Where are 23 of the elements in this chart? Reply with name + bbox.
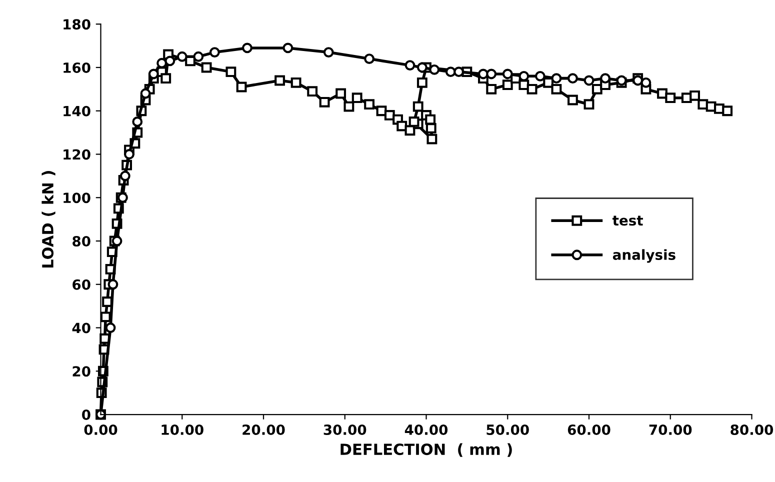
x-tick-label: 40.00: [404, 424, 448, 435]
y-tick-label: 100: [64, 192, 90, 204]
y-tick-label: 40: [72, 322, 90, 334]
legend-label: analysis: [612, 249, 676, 263]
x-tick-label: 70.00: [649, 424, 692, 435]
y-tick-label: 0: [82, 409, 90, 420]
legend-label: test: [612, 216, 643, 226]
x-tick-label: 30.00: [324, 424, 366, 435]
x-tick-label: 10.00: [162, 424, 204, 435]
y-tick-label: 120: [64, 149, 90, 160]
y-tick-label: 140: [64, 106, 90, 116]
y-tick-label: 80: [72, 236, 90, 246]
y-tick-label: 180: [64, 19, 90, 30]
x-tick-label: 80.00: [730, 424, 774, 435]
y-tick-label: 60: [72, 279, 90, 290]
y-tick-label: 160: [64, 62, 90, 73]
x-tick-label: 0.00: [84, 424, 118, 435]
x-tick-label: 20.00: [242, 424, 285, 435]
x-axis-title: DEFLECTION ( mm ): [340, 443, 512, 457]
y-tick-label: 20: [72, 366, 90, 377]
y-axis-title: LOAD ( kN ): [42, 171, 56, 268]
x-tick-label: 60.00: [568, 424, 610, 435]
x-tick-label: 50.00: [486, 424, 529, 435]
